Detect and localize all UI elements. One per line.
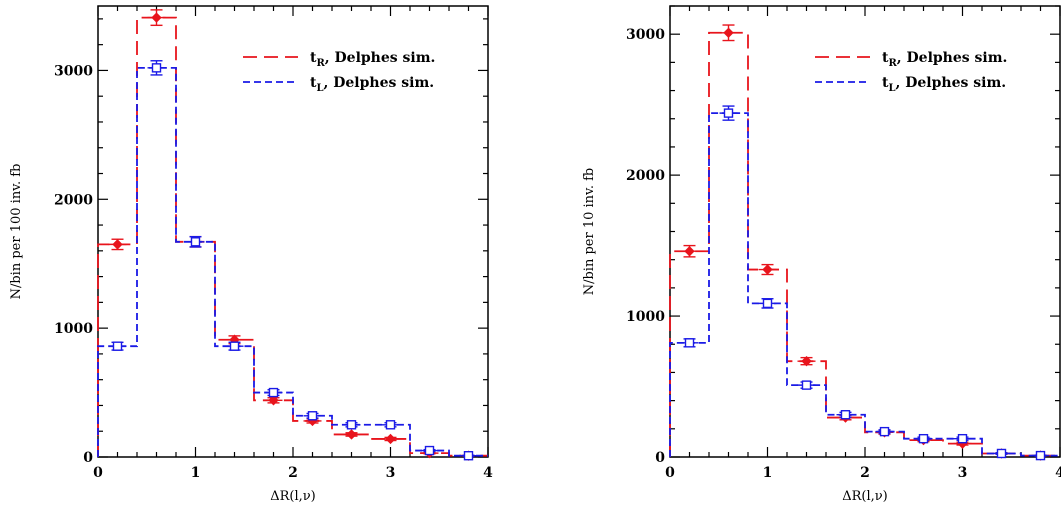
data-point	[680, 338, 699, 348]
data-point	[719, 24, 738, 42]
y-tick-label: 2000	[54, 192, 93, 208]
data-point	[147, 9, 166, 27]
legend-entry-2: tL, Delphes sim.	[815, 75, 1006, 94]
x-tick-label: 4	[483, 465, 493, 481]
x-tick-label: 3	[386, 465, 396, 481]
x-tick-label: 0	[665, 465, 675, 481]
data-point	[680, 244, 699, 258]
series-line-2	[669, 112, 1060, 457]
legend-label: tL, Delphes sim.	[310, 75, 434, 94]
data-point	[797, 355, 816, 367]
x-tick-label: 0	[93, 465, 103, 481]
x-tick-label: 3	[958, 465, 968, 481]
data-point	[1031, 450, 1050, 461]
y-tick-label: 2000	[626, 168, 665, 184]
x-tick-label: 4	[1055, 465, 1061, 481]
data-point	[758, 263, 777, 276]
legend-entry-1: tR, Delphes sim.	[243, 50, 435, 69]
y-tick-label: 3000	[54, 63, 93, 79]
legend-label: tR, Delphes sim.	[882, 50, 1007, 69]
plot-frame	[669, 5, 1061, 458]
data-point	[108, 341, 127, 351]
legend-label: tR, Delphes sim.	[310, 50, 435, 69]
data-point	[797, 380, 816, 390]
data-point	[186, 235, 205, 248]
data-point	[264, 387, 283, 398]
x-tick-label: 1	[763, 465, 773, 481]
data-point	[914, 433, 933, 444]
data-point	[875, 426, 894, 437]
data-point	[953, 433, 972, 444]
data-point	[836, 410, 855, 420]
y-tick-label: 0	[655, 450, 665, 466]
data-point	[420, 445, 439, 456]
y-tick-label: 0	[83, 450, 93, 466]
data-point	[758, 298, 777, 309]
chart-panel-2: 0 1 2 3 4 0 1000 2000 3000 ΔR(l,ν) N/bin per 10 in…	[582, 5, 1061, 504]
legend-entry-2: tL, Delphes sim.	[243, 75, 434, 94]
legend-entry-1: tR, Delphes sim.	[815, 50, 1007, 69]
y-tick-label: 1000	[626, 309, 665, 325]
data-point	[381, 420, 400, 430]
legend-label: tL, Delphes sim.	[882, 75, 1006, 94]
data-point	[108, 238, 127, 251]
data-point	[225, 341, 244, 351]
y-tick-label: 1000	[54, 321, 93, 337]
x-axis-title: ΔR(l,ν)	[842, 489, 888, 504]
y-axis-title: N/bin per 10 inv. fb	[582, 168, 597, 296]
data-point	[992, 448, 1011, 459]
data-point	[342, 420, 361, 430]
data-point	[342, 429, 361, 440]
y-axis-title: N/bin per 100 inv. fb	[9, 164, 24, 300]
data-point	[303, 411, 322, 421]
data-point	[459, 451, 478, 461]
data-point	[381, 433, 400, 445]
x-tick-label: 2	[288, 465, 298, 481]
data-point	[147, 60, 166, 76]
x-tick-label: 2	[860, 465, 870, 481]
x-tick-label: 1	[191, 465, 201, 481]
series-line-2	[97, 66, 488, 457]
x-axis-title: ΔR(l,ν)	[270, 489, 316, 504]
chart-panel-1: 0 1 2 3 4 0 1000 2000 3000 ΔR(l,ν) N/bin per 100 i…	[9, 5, 493, 504]
data-point	[719, 105, 738, 121]
series-line-1	[669, 31, 1060, 457]
data-point	[264, 395, 283, 406]
y-tick-label: 3000	[626, 27, 665, 43]
